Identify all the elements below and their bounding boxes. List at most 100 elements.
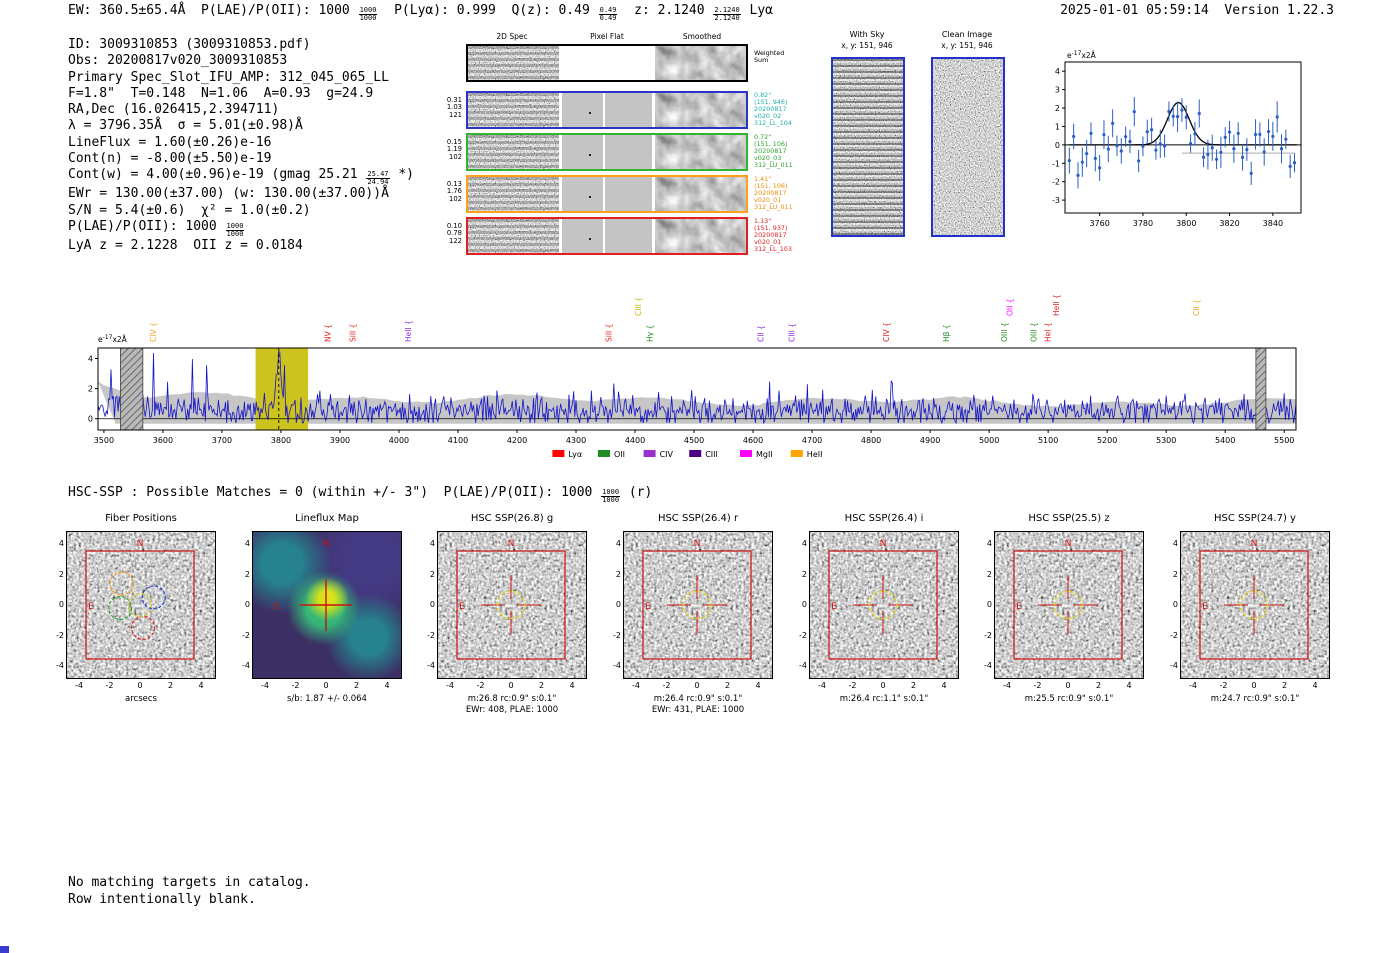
panel-ytick: 4 [58,539,64,548]
legend-swatch [643,450,656,457]
panel-caption: m:26.8 rc:0.9" s:0.1" [467,694,557,704]
svg-text:4000: 4000 [389,436,409,445]
emission-line-label: CIV { [149,322,158,342]
row-right-line: 1.41" [754,175,772,183]
hsc-text: (r) [621,485,653,500]
svg-text:3820: 3820 [1219,219,1239,228]
panel-xtick: 4 [941,681,947,690]
svg-text:4: 4 [1055,67,1060,76]
fraction-bottom: 24.94 [367,178,389,187]
svg-text:4: 4 [88,355,93,364]
info-line: Obs: 20200817v020_3009310853 [68,53,414,69]
summary-text: P(Lyα): 0.999 Q(z): 0.49 [378,3,598,18]
panel-xtick: -2 [1219,681,1228,690]
panel-ytick: 2 [801,569,807,579]
panel-ytick: -2 [56,630,64,640]
info-line: LineFlux = 1.60(±0.26)e-16 [68,135,414,151]
legend-label: Lyα [568,450,582,459]
footer-line: No matching targets in catalog. [68,875,311,890]
pixel-flat-image [561,177,653,211]
panel-ytick: -4 [427,661,435,670]
svg-text:3780: 3780 [1133,219,1153,228]
emission-line-label: HeII { [404,320,413,342]
smoothed-image [655,46,747,80]
panel-xtick: 2 [724,681,731,690]
pixel-flat-image [561,46,653,80]
panel-xtick: -4 [75,681,83,690]
compass-north: N [323,539,330,549]
panel-ytick: -4 [1170,661,1178,670]
svg-text:4400: 4400 [625,436,645,445]
info-text: S/N = 5.4(±0.6) χ² = 1.0(±0.2) [68,202,311,218]
panel-ytick: 0 [615,600,621,609]
cutout-column-title: Smoothed [682,32,722,41]
panel-ytick: 2 [986,569,992,579]
compass-north: N [508,539,515,549]
corner-marker [0,946,9,953]
emission-line-label: OII { [1006,299,1015,316]
panel-title: HSC SSP(24.7) y [1214,513,1296,524]
panel-caption: m:26.4 rc:1.1" s:0.1" [839,694,929,704]
compass-north: N [1065,539,1072,549]
panel-xtick: 2 [167,681,174,690]
sky-stripes-overlay [833,59,903,235]
panel-ytick: -4 [613,661,621,670]
panel-ytick: 2 [615,569,621,579]
panel-xtick: 4 [1312,681,1318,690]
spectrum-data-points [1067,97,1297,189]
svg-text:-3: -3 [1052,196,1060,205]
panel-xtick: 4 [1126,681,1132,690]
summary-text: EW: 360.5±65.4Å P(LAE)/P(OII): 1000 [68,3,358,18]
row-right-line: v020_01 [754,238,782,246]
panel-xtick: -2 [1033,681,1042,690]
noise-texture [468,46,559,80]
row-left-value: 102 [449,152,462,161]
panel-ytick: 0 [58,600,64,609]
cutout-row-strip [466,217,748,255]
banding-overlay [468,177,559,211]
info-text: *) [390,167,414,183]
panel-ytick: -2 [427,630,435,640]
banding-overlay [468,46,559,80]
fiber-circle [108,596,133,621]
panel-overlay: NE [623,531,773,679]
summary-fraction: 2.1240 2.1240 [713,7,741,22]
panel-xtick: 2 [1281,681,1288,690]
panel-caption: EWr: 408, PLAE: 1000 [465,705,559,715]
panel-xtick: -4 [261,681,269,690]
row-right-info: 0.72" (151, 106) 20200817 v020_03 312_LU_011 [754,134,793,169]
panel-xtick: -2 [848,681,857,690]
info-text: RA,Dec (16.026415,2.394711) [68,102,280,118]
info-fraction: 1000 1000 [225,221,245,238]
panel-overlay: NE [437,531,587,679]
svg-text:5500: 5500 [1274,436,1294,445]
svg-text:4700: 4700 [802,436,822,445]
svg-text:3600: 3600 [153,436,173,445]
aperture-circle [868,590,898,620]
row-right-line: (151, 946) [754,98,788,106]
row-right-line: v020_02 [754,112,782,120]
panel-xtick: 0 [323,681,329,690]
gaussian-fit-curve [1069,101,1297,146]
noise-texture [655,93,747,127]
aperture-circle [496,590,526,620]
weighted-sum-line: Sum [754,56,769,64]
panel-xtick: -2 [291,681,300,690]
svg-text:3800: 3800 [271,436,291,445]
panel-overlay: NE [1180,531,1330,679]
sky-panel-coords: x, y: 151, 946 [841,41,893,50]
fraction-top: 1000 [225,221,245,231]
smoothed-image [655,177,747,211]
smoothed-image [655,135,747,169]
detection-info-block: ID: 3009310853 (3009310853.pdf) Obs: 2020… [68,37,414,254]
compass-north: N [137,539,144,549]
row-left-stats: 0.10 0.78 122 [440,222,462,245]
cutout-column-title: Pixel Flat [590,32,624,41]
panel-xtick: 0 [1065,681,1071,690]
panel-xtick: -2 [105,681,114,690]
legend-label: CIV [660,450,674,459]
weighted-sum-strip [466,44,748,82]
banding-overlay [468,219,559,253]
info-text: λ = 3796.35Å σ = 5.01(±0.98)Å [68,118,303,134]
extraction-box [1013,550,1123,660]
